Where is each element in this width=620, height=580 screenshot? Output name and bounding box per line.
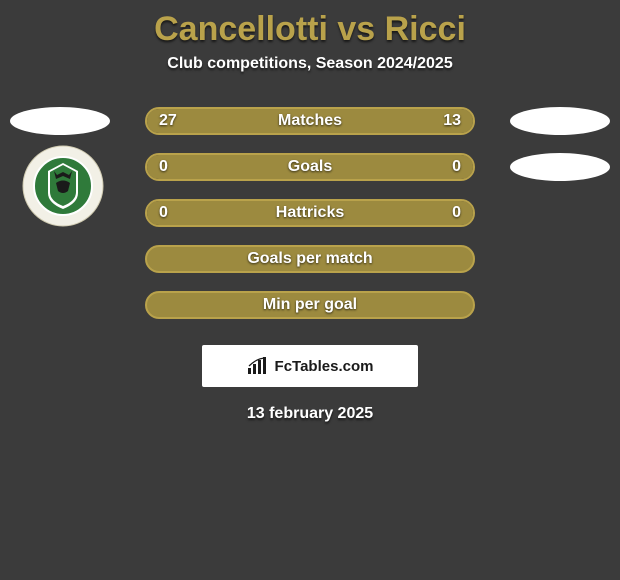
player-chip-left: [10, 107, 110, 135]
brand-name: FcTables.com: [275, 358, 374, 375]
brand-panel: FcTables.com: [202, 345, 418, 387]
stat-row-goals: 0 Goals 0: [0, 153, 620, 181]
stat-value-right: 0: [452, 158, 461, 176]
stat-bar: Min per goal: [145, 291, 475, 319]
stat-value-left: 27: [159, 112, 177, 130]
stat-value-left: 0: [159, 158, 168, 176]
stat-row-hattricks: 0 Hattricks 0: [0, 199, 620, 227]
player-chip-right: [510, 107, 610, 135]
stat-label: Hattricks: [276, 204, 344, 222]
stat-bar: 0 Hattricks 0: [145, 199, 475, 227]
stat-label: Goals per match: [247, 250, 372, 268]
stat-row-gpm: Goals per match: [0, 245, 620, 273]
stat-bar: 27 Matches 13: [145, 107, 475, 135]
player-chip-right: [510, 153, 610, 181]
comparison-card: Cancellotti vs Ricci Club competitions, …: [0, 0, 620, 423]
stat-value-right: 13: [443, 112, 461, 130]
stat-value-right: 0: [452, 204, 461, 222]
stat-row-matches: 27 Matches 13: [0, 107, 620, 135]
stat-label: Goals: [288, 158, 332, 176]
date-label: 13 february 2025: [247, 405, 373, 423]
stat-row-mpg: Min per goal: [0, 291, 620, 319]
page-title: Cancellotti vs Ricci: [154, 10, 466, 49]
stat-value-left: 0: [159, 204, 168, 222]
stat-bar: 0 Goals 0: [145, 153, 475, 181]
page-subtitle: Club competitions, Season 2024/2025: [167, 55, 452, 73]
stat-label: Matches: [278, 112, 342, 130]
stat-bar: Goals per match: [145, 245, 475, 273]
bar-chart-icon: [247, 357, 269, 375]
stat-label: Min per goal: [263, 296, 357, 314]
